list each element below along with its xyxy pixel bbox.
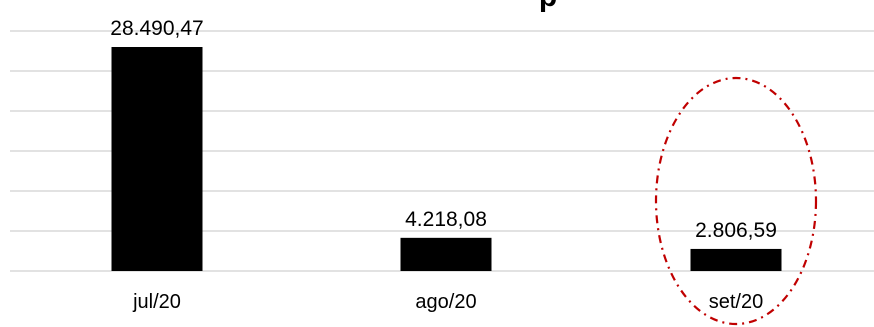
bar-ago-20 bbox=[400, 237, 492, 271]
highlight-ellipse bbox=[654, 76, 818, 326]
category-label: set/20 bbox=[709, 291, 763, 313]
data-label: 4.218,08 bbox=[405, 208, 487, 231]
data-label: 2.806,59 bbox=[695, 219, 777, 242]
chart-title-fragment: p bbox=[539, 0, 557, 13]
bar-jul-20 bbox=[111, 47, 203, 271]
category-labels: jul/20 ago/20 set/20 bbox=[132, 291, 763, 313]
bar-set-20 bbox=[690, 248, 782, 271]
bars bbox=[111, 47, 782, 271]
data-labels: 28.490,47 4.218,08 2.806,59 bbox=[110, 17, 777, 242]
category-label: ago/20 bbox=[415, 291, 476, 313]
data-label: 28.490,47 bbox=[110, 17, 203, 40]
category-label: jul/20 bbox=[132, 291, 181, 313]
